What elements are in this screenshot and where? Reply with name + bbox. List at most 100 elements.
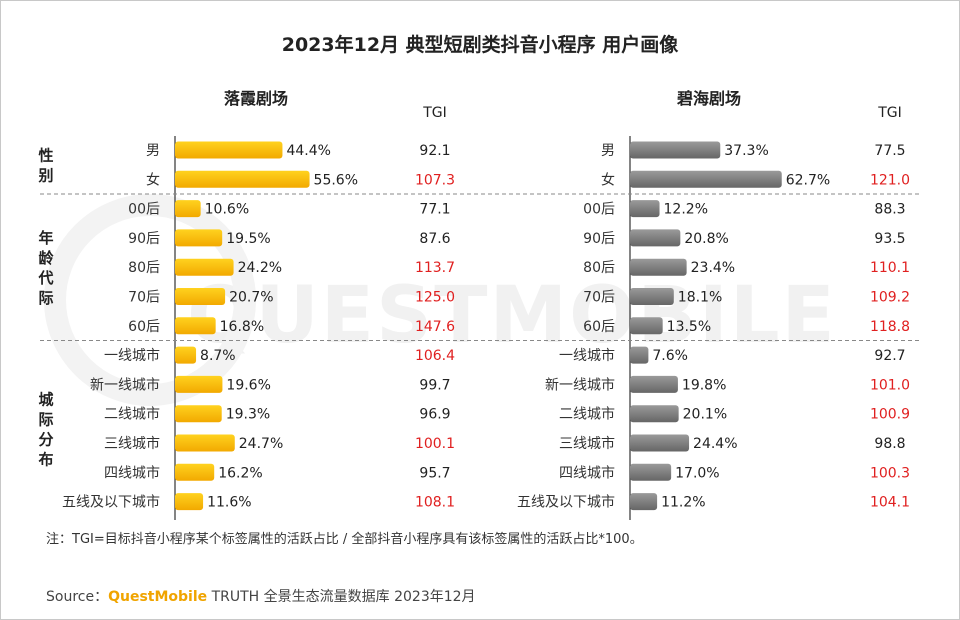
- tgi-value: 95.7: [419, 465, 450, 481]
- group-label-char: 城: [38, 390, 53, 408]
- tgi-value: 87.6: [419, 231, 450, 247]
- bar: [630, 200, 660, 218]
- group-label-char: 代: [37, 269, 53, 287]
- bar-value-label: 62.7%: [786, 172, 830, 188]
- category-label: 一线城市: [559, 347, 615, 364]
- bar-value-label: 44.4%: [286, 143, 330, 159]
- category-label: 90后: [583, 231, 615, 247]
- category-label: 70后: [128, 290, 160, 306]
- tgi-value: 108.1: [415, 495, 455, 511]
- bar: [630, 288, 674, 305]
- tgi-value: 100.1: [415, 436, 455, 452]
- category-label: 三线城市: [559, 435, 615, 452]
- bar-value-label: 19.5%: [226, 231, 270, 247]
- bar-value-label: 19.6%: [226, 377, 270, 393]
- bar-value-label: 13.5%: [667, 319, 711, 335]
- bar: [175, 346, 197, 364]
- tgi-value: 98.8: [874, 436, 905, 452]
- category-label: 00后: [583, 202, 615, 218]
- bar-value-label: 23.4%: [691, 260, 735, 276]
- bar-value-label: 7.6%: [652, 348, 688, 364]
- source-brand-logo: QuestMobile: [108, 589, 208, 605]
- bar: [175, 229, 223, 247]
- bar-value-label: 11.6%: [207, 495, 251, 511]
- bar-value-label: 11.2%: [661, 495, 705, 511]
- bar-value-label: 24.2%: [238, 260, 282, 276]
- category-label: 男: [601, 143, 615, 159]
- bar-value-label: 16.8%: [220, 319, 264, 335]
- bar-value-label: 19.3%: [226, 407, 270, 423]
- category-label: 90后: [128, 231, 160, 247]
- tgi-value: 100.9: [870, 407, 910, 423]
- source-suffix: TRUTH 全景生态流量数据库 2023年12月: [207, 589, 476, 605]
- chart-title: 2023年12月 典型短剧类抖音小程序 用户画像: [282, 33, 680, 56]
- category-label: 四线城市: [559, 464, 615, 481]
- tgi-value: 93.5: [874, 231, 905, 247]
- group-label: 城际分布: [38, 390, 53, 468]
- bar: [630, 493, 658, 511]
- bar-value-label: 37.3%: [724, 143, 768, 159]
- source-prefix: Source：: [46, 589, 109, 605]
- category-label: 男: [146, 143, 160, 159]
- bar-value-label: 18.1%: [678, 290, 722, 306]
- bar: [175, 258, 234, 276]
- category-label: 80后: [128, 260, 160, 276]
- category-label: 00后: [128, 202, 160, 218]
- tgi-value: 104.1: [870, 495, 910, 511]
- category-label: 五线及以下城市: [62, 494, 160, 511]
- category-label: 60后: [583, 319, 615, 335]
- tgi-value: 125.0: [415, 290, 455, 306]
- bar-value-label: 8.7%: [200, 348, 236, 364]
- bar: [630, 141, 721, 159]
- category-label: 一线城市: [104, 347, 160, 364]
- source-line: Source：QuestMobile TRUTH 全景生态流量数据库 2023年…: [46, 586, 476, 606]
- watermark-logo-ring: [44, 194, 256, 406]
- category-label: 四线城市: [104, 464, 160, 481]
- tgi-header-1: TGI: [877, 105, 902, 121]
- group-label-char: 龄: [38, 249, 54, 267]
- bar: [630, 405, 679, 423]
- tgi-value: 106.4: [415, 348, 455, 364]
- category-label: 60后: [128, 319, 160, 335]
- bar: [175, 141, 283, 159]
- category-label: 二线城市: [559, 406, 615, 423]
- bar-value-label: 16.2%: [218, 465, 262, 481]
- tgi-value: 147.6: [415, 319, 455, 335]
- bar-value-label: 19.8%: [682, 377, 726, 393]
- tgi-value: 88.3: [874, 202, 905, 218]
- tgi-value: 92.7: [874, 348, 905, 364]
- bar: [630, 258, 687, 276]
- series-title-0: 落霞剧场: [224, 89, 288, 108]
- tgi-value: 77.1: [419, 202, 450, 218]
- bar-value-label: 24.7%: [239, 436, 283, 452]
- category-label: 女: [146, 171, 160, 188]
- category-label: 新一线城市: [545, 376, 615, 393]
- group-label-char: 际: [38, 289, 53, 307]
- group-label: 年龄代际: [37, 229, 54, 307]
- bar: [175, 405, 222, 423]
- category-label: 80后: [583, 260, 615, 276]
- tgi-value: 118.8: [870, 319, 910, 335]
- category-label: 二线城市: [104, 406, 160, 423]
- group-label-char: 分: [38, 430, 53, 448]
- tgi-footnote: 注：TGI=目标抖音小程序某个标签属性的活跃占比 / 全部抖音小程序具有该标签属…: [46, 532, 643, 547]
- bar: [175, 375, 223, 393]
- tgi-value: 77.5: [874, 143, 905, 159]
- tgi-value: 113.7: [415, 260, 455, 276]
- tgi-value: 110.1: [870, 260, 910, 276]
- bar: [175, 288, 226, 305]
- tgi-value: 100.3: [870, 465, 910, 481]
- bar: [630, 375, 678, 393]
- bar: [630, 346, 649, 364]
- bar-value-label: 20.1%: [683, 407, 727, 423]
- bar: [175, 463, 215, 481]
- group-label-char: 际: [38, 410, 53, 428]
- group-label-char: 布: [38, 450, 53, 468]
- bar-value-label: 24.4%: [693, 436, 737, 452]
- tgi-value: 99.7: [419, 377, 450, 393]
- category-label: 五线及以下城市: [517, 494, 615, 511]
- bar: [175, 493, 204, 511]
- tgi-value: 92.1: [419, 143, 450, 159]
- bar-value-label: 20.7%: [229, 290, 273, 306]
